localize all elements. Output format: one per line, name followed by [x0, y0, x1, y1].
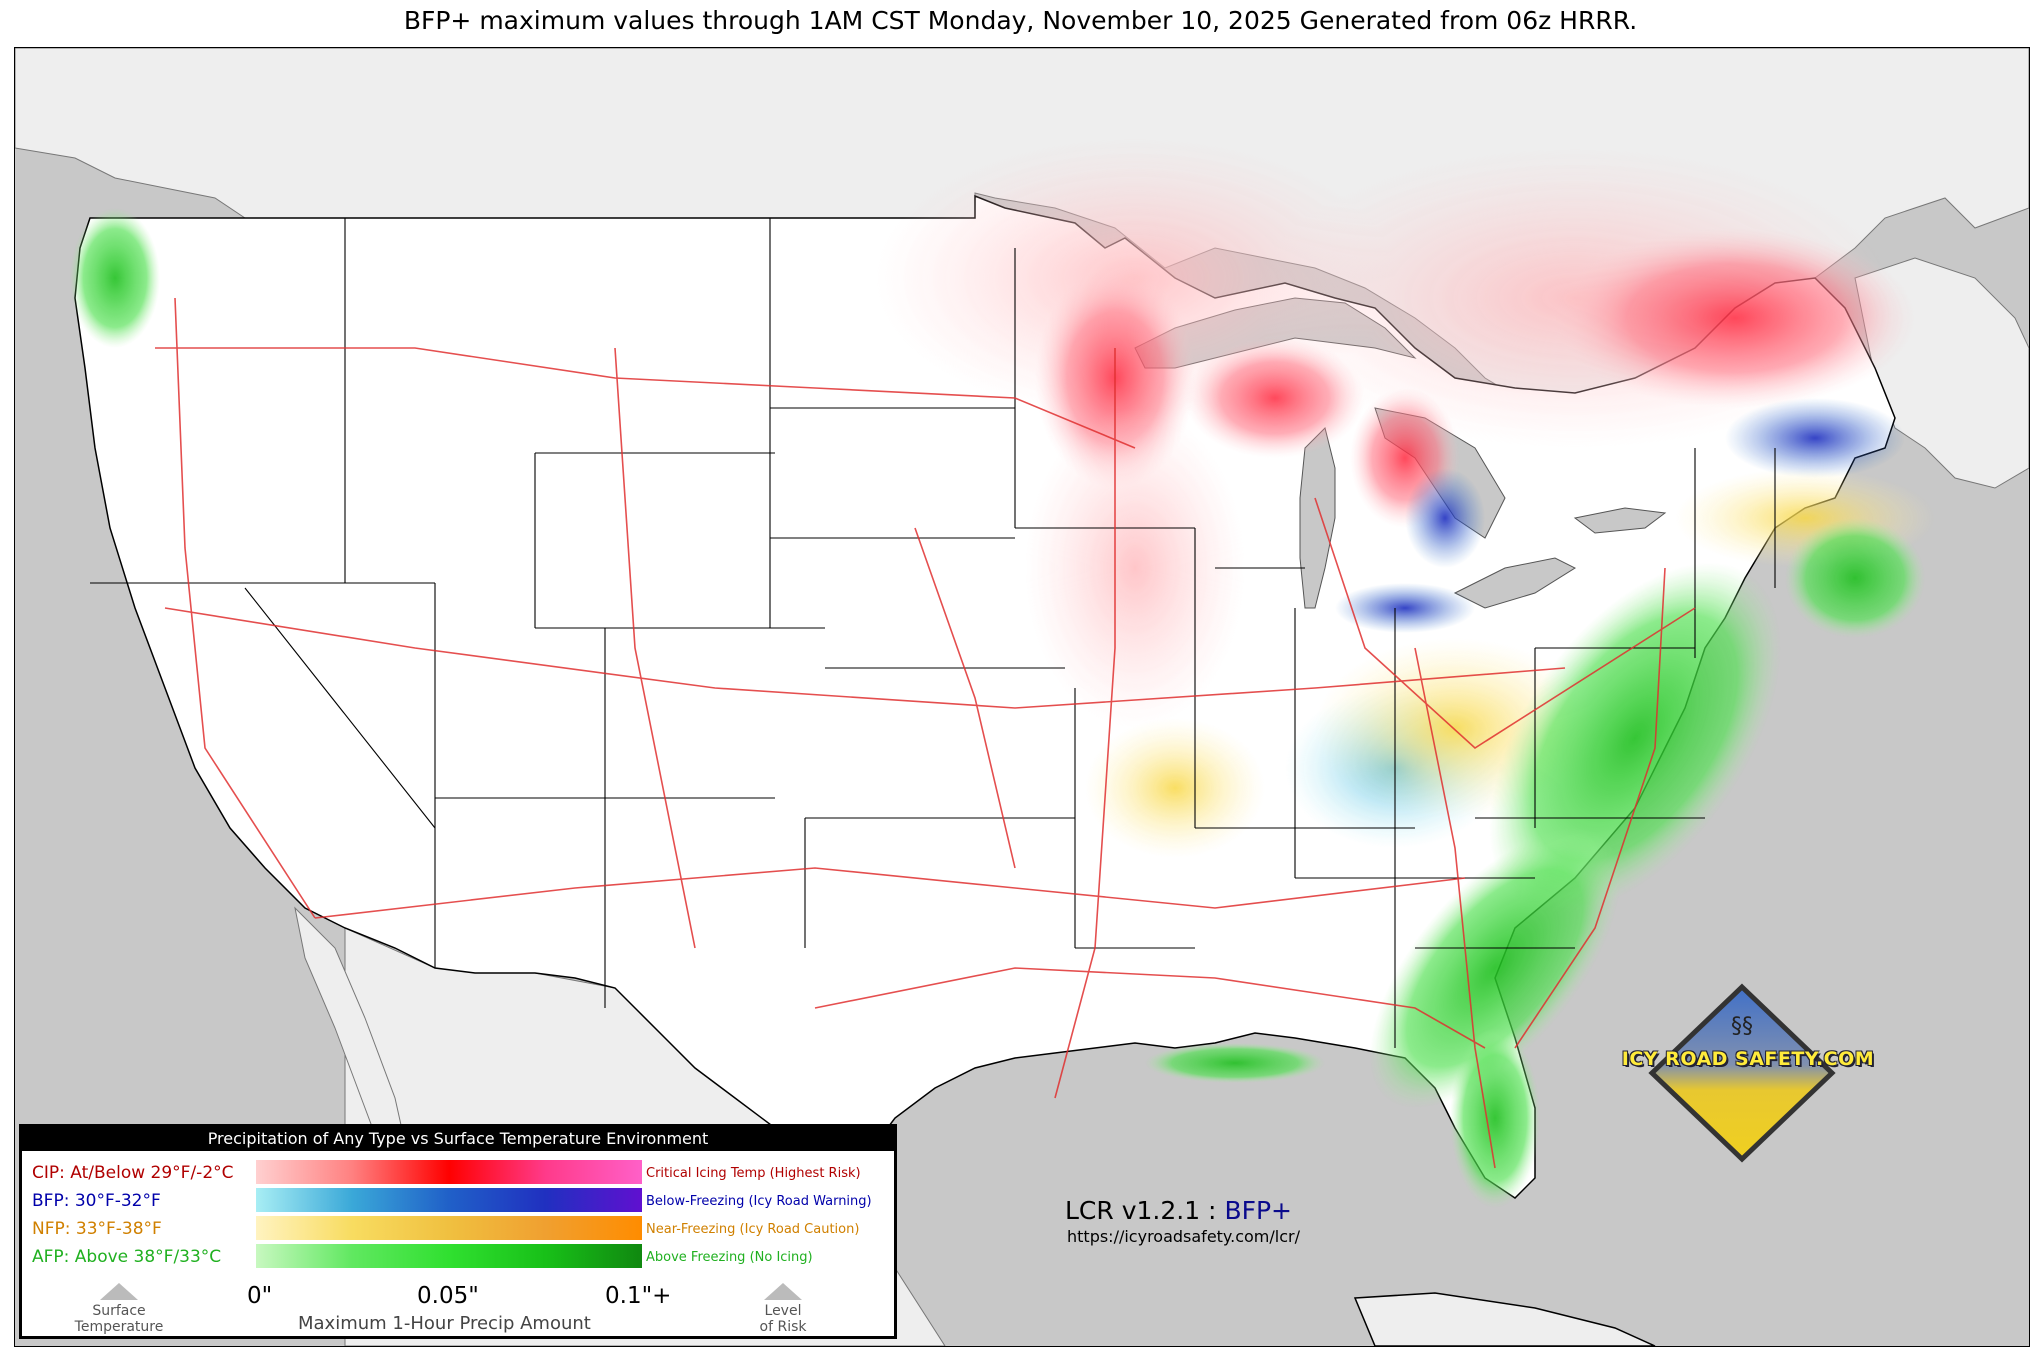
version-product: BFP+ — [1224, 1196, 1292, 1225]
lake-ontario — [1573, 507, 1667, 534]
surface-temperature-label: Surface Temperature — [52, 1303, 186, 1335]
cuba-landmass — [1353, 1292, 1656, 1346]
version-url: https://icyroadsafety.com/lcr/ — [1067, 1227, 1300, 1246]
legend-afp-label: AFP: Above 38°F/33°C — [32, 1247, 222, 1267]
legend-afp-bar — [256, 1244, 642, 1268]
legend-tick-0: 0" — [247, 1283, 273, 1309]
legend-tick-2: 0.1"+ — [605, 1283, 672, 1309]
precip-blue-ohio — [1335, 583, 1475, 633]
level-of-risk-label-line2: of Risk — [759, 1319, 807, 1335]
precip-green-florida — [1450, 1028, 1540, 1208]
precip-green-gulf — [1145, 1043, 1325, 1083]
surface-temperature-arrow-icon — [100, 1283, 138, 1300]
legend-cip-label: CIP: At/Below 29°F/-2°C — [32, 1163, 234, 1183]
map-canvas — [15, 48, 2029, 1346]
precip-red-wisconsin — [1185, 338, 1365, 458]
icy-road-safety-logo: §§ — [1648, 983, 1836, 1163]
legend-header: Precipitation of Any Type vs Surface Tem… — [22, 1127, 894, 1151]
surface-temperature-label-line1: Surface — [92, 1303, 146, 1319]
legend-tick-1: 0.05" — [417, 1283, 479, 1309]
version-text: LCR v1.2.1 : — [1065, 1196, 1217, 1225]
legend-nfp-bar — [256, 1216, 642, 1240]
version-label: LCR v1.2.1 : BFP+ — [1065, 1196, 1292, 1225]
precip-red-canada — [1555, 228, 1915, 408]
precip-yellow-plains — [1085, 718, 1265, 858]
precip-pink-plains — [1025, 408, 1245, 728]
lake-erie — [1453, 557, 1577, 609]
legend-cip-bar — [256, 1160, 642, 1184]
legend-afp-risk: Above Freezing (No Icing) — [646, 1250, 813, 1265]
level-of-risk-arrow-icon — [764, 1283, 802, 1300]
precip-green-appalachia — [1489, 562, 1781, 914]
logo-text: ICY ROAD SAFETY.COM — [1621, 1048, 1875, 1070]
legend-nfp-risk: Near-Freezing (Icy Road Caution) — [646, 1222, 860, 1237]
legend-panel: Precipitation of Any Type vs Surface Tem… — [19, 1124, 897, 1339]
surface-temperature-label-line2: Temperature — [74, 1319, 164, 1335]
precip-green-southeast — [1369, 827, 1621, 1109]
legend-precip-label: Maximum 1-Hour Precip Amount — [298, 1313, 591, 1334]
highways — [155, 297, 1696, 1169]
precip-green-pnw — [70, 208, 160, 348]
precip-overlay — [70, 138, 1935, 1208]
precip-green-newengland — [1785, 518, 1925, 638]
legend-nfp-label: NFP: 33°F-38°F — [32, 1219, 162, 1239]
legend-bfp-risk: Below-Freezing (Icy Road Warning) — [646, 1194, 872, 1209]
level-of-risk-label: Level of Risk — [742, 1303, 824, 1335]
precip-blue-ny — [1725, 398, 1905, 478]
precip-blue-michigan — [1405, 468, 1485, 568]
legend-cip-risk: Critical Icing Temp (Highest Risk) — [646, 1166, 861, 1181]
level-of-risk-label-line1: Level — [764, 1303, 802, 1319]
steam-icon: §§ — [1731, 1014, 1753, 1039]
lake-michigan — [1299, 427, 1336, 609]
legend-bfp-label: BFP: 30°F-32°F — [32, 1191, 161, 1211]
weather-map — [14, 47, 2030, 1347]
map-title: BFP+ maximum values through 1AM CST Mond… — [403, 6, 1638, 35]
legend-bfp-bar — [256, 1188, 642, 1212]
